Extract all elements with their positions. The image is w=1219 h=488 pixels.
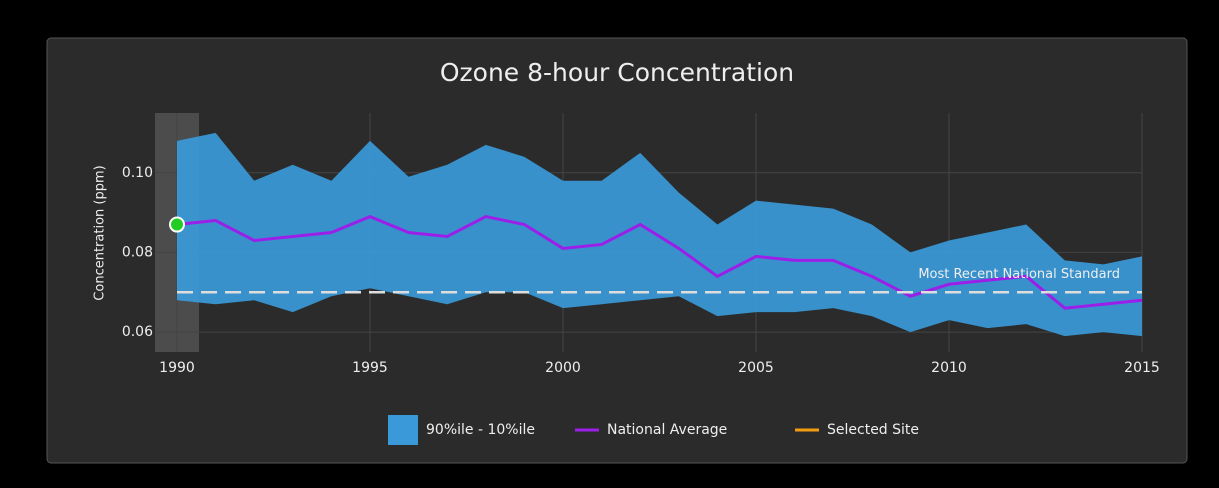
x-tick-label: 1990 (159, 360, 195, 376)
range-area (177, 132, 1142, 337)
reference-label: Most Recent National Standard (918, 267, 1120, 282)
legend-swatch (388, 415, 418, 445)
legend-label: National Average (607, 422, 727, 438)
y-tick-label: 0.10 (122, 165, 153, 181)
x-tick-label: 2010 (931, 360, 967, 376)
x-tick-label: 2015 (1124, 360, 1160, 376)
x-tick-label: 2005 (738, 360, 774, 376)
legend-label: 90%ile - 10%ile (426, 422, 535, 438)
x-tick-label: 1995 (352, 360, 388, 376)
x-tick-label: 2000 (545, 360, 581, 376)
line (176, 214, 1143, 310)
y-axis-label: Concentration (ppm) (93, 165, 108, 300)
y-tick-label: 0.08 (122, 244, 153, 260)
chart-title: Ozone 8-hour Concentration (440, 58, 794, 87)
hover-marker (169, 216, 185, 233)
y-tick-label: 0.06 (122, 324, 153, 340)
legend-label: Selected Site (827, 422, 919, 438)
plot: 0.06 0.08 0.10 1990 1995 2000 2005 2010 2015 Most… (122, 113, 1160, 445)
